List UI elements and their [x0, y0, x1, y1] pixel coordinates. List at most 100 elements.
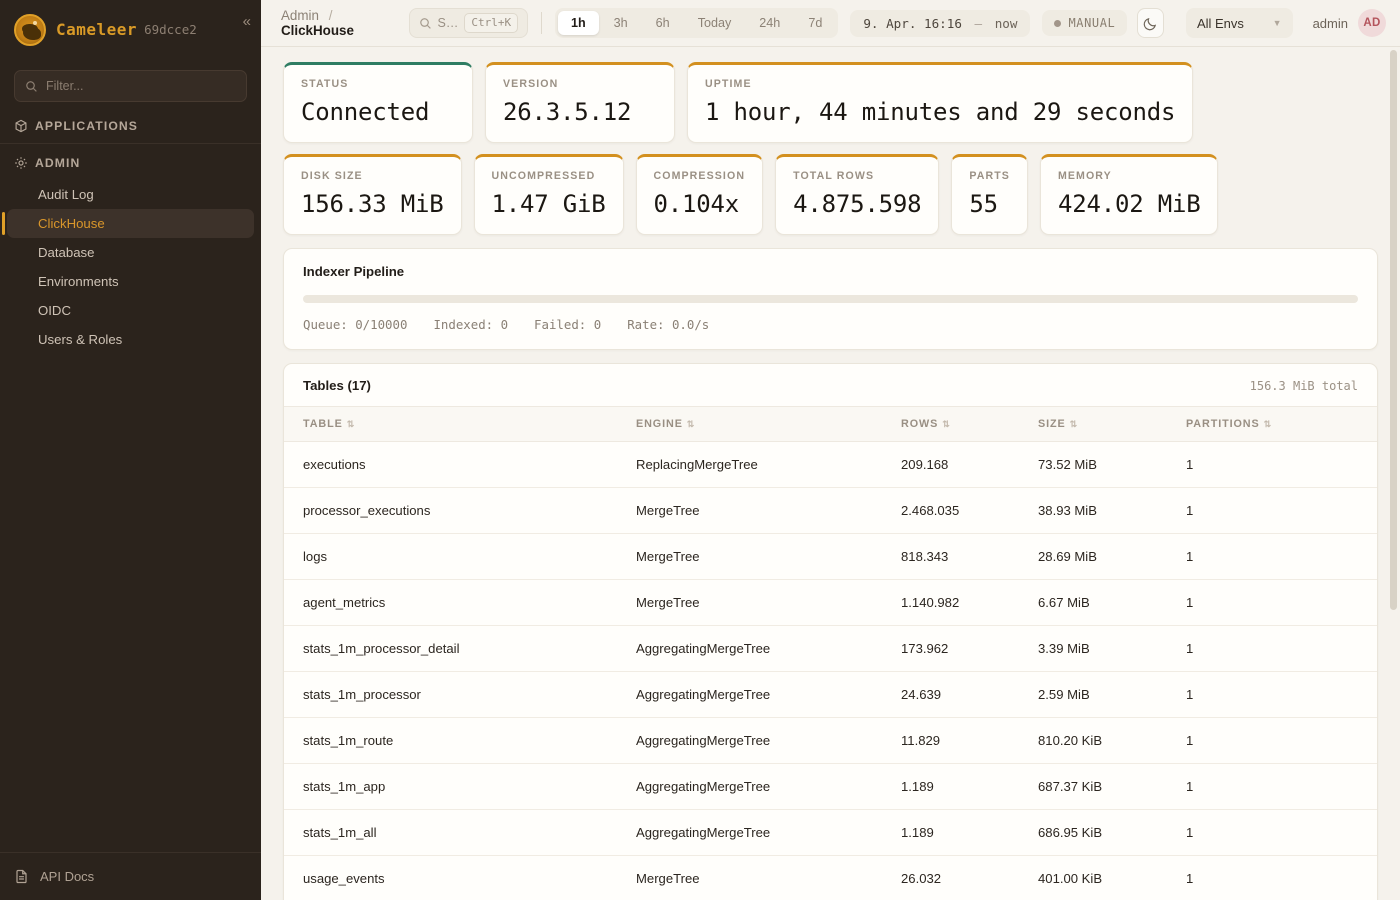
sidebar-group-label: ADMIN: [35, 156, 81, 170]
status-dot-icon: [1054, 19, 1062, 27]
column-header-table[interactable]: TABLE ⇅: [284, 406, 636, 442]
stat-label: UPTIME: [705, 78, 752, 90]
absolute-range-display[interactable]: 9. Apr. 16:16 — now: [850, 9, 1031, 37]
sidebar: Cameleer 69dcce2 « Filter... APPLICATION…: [0, 0, 261, 900]
indexer-queue: Queue: 0/10000: [303, 317, 408, 332]
sidebar-item-clickhouse[interactable]: ClickHouse: [2, 209, 254, 238]
cell-engine: AggregatingMergeTree: [636, 625, 901, 672]
indexer-rate: Rate: 0.0/s: [627, 317, 710, 332]
gear-icon: [14, 156, 28, 170]
stat-value: Connected: [301, 98, 430, 126]
global-search-input[interactable]: S… Ctrl+K: [408, 8, 529, 38]
range-24h[interactable]: 24h: [759, 16, 781, 30]
cell-table: stats_1m_route: [284, 717, 636, 764]
stat-card-memory: MEMORY 424.02 MiB: [1039, 154, 1219, 235]
cell-engine: MergeTree: [636, 579, 901, 626]
sidebar-filter-wrap: Filter...: [0, 59, 261, 108]
cell-rows: 209.168: [901, 441, 1038, 488]
sidebar-item-audit-log[interactable]: Audit Log: [7, 180, 254, 209]
tables-total-size: 156.3 MiB total: [1249, 378, 1358, 393]
cell-size: 687.37 KiB: [1038, 763, 1186, 810]
stat-value: 156.33 MiB: [301, 190, 444, 218]
range-1h[interactable]: 1h: [557, 11, 599, 35]
cell-table: stats_1m_all: [284, 809, 636, 856]
cell-table: usage_events: [284, 855, 636, 900]
stat-label: MEMORY: [1057, 170, 1112, 182]
stat-label: STATUS: [301, 78, 349, 90]
stat-card-compression: COMPRESSION 0.104x: [635, 154, 764, 235]
tables-body: executions ReplacingMergeTree 209.168 73…: [284, 441, 1377, 900]
tables-panel-title: Tables (17): [303, 378, 371, 393]
cell-partitions: 1: [1186, 533, 1377, 580]
cell-engine: AggregatingMergeTree: [636, 717, 901, 764]
cell-rows: 26.032: [901, 855, 1038, 900]
cell-partitions: 1: [1186, 671, 1377, 718]
range-6h[interactable]: 6h: [655, 16, 670, 30]
table-row[interactable]: logs MergeTree 818.343 28.69 MiB 1: [284, 533, 1377, 580]
sidebar-filter-input[interactable]: Filter...: [14, 70, 247, 102]
stat-card-disk-size: DISK SIZE 156.33 MiB: [283, 154, 462, 235]
cell-size: 38.93 MiB: [1038, 487, 1186, 534]
cell-engine: AggregatingMergeTree: [636, 671, 901, 718]
breadcrumb-current: ClickHouse: [281, 23, 354, 38]
range-3h[interactable]: 3h: [613, 16, 628, 30]
sidebar-item-users-and-roles[interactable]: Users & Roles: [7, 325, 254, 354]
cell-table: agent_metrics: [284, 579, 636, 626]
avatar: AD: [1358, 9, 1386, 37]
sidebar-item-label: OIDC: [38, 303, 71, 318]
sidebar-item-environments[interactable]: Environments: [7, 267, 254, 296]
topbar: Admin / ClickHouse S… Ctrl+K 1h 3h 6h To…: [261, 0, 1400, 47]
table-row[interactable]: usage_events MergeTree 26.032 401.00 KiB…: [284, 855, 1377, 900]
user-menu[interactable]: admin AD: [1313, 9, 1386, 37]
cell-partitions: 1: [1186, 625, 1377, 672]
sidebar-collapse-icon[interactable]: «: [242, 13, 251, 30]
theme-toggle-button[interactable]: [1137, 8, 1164, 38]
stats-row-primary: STATUS Connected VERSION 26.3.5.12 UPTIM…: [283, 62, 1378, 143]
range-7d[interactable]: 7d: [808, 16, 823, 30]
tables-panel: Tables (17) 156.3 MiB total TABLE ⇅ ENGIN…: [283, 363, 1378, 900]
sidebar-group-admin[interactable]: ADMIN: [0, 143, 261, 180]
refresh-mode-badge[interactable]: MANUAL: [1042, 10, 1128, 36]
cell-rows: 1.189: [901, 763, 1038, 810]
table-row[interactable]: stats_1m_app AggregatingMergeTree 1.189 …: [284, 763, 1377, 810]
column-header-size[interactable]: SIZE ⇅: [1038, 406, 1186, 442]
indexer-failed: Failed: 0: [534, 317, 602, 332]
sidebar-item-oidc[interactable]: OIDC: [7, 296, 254, 325]
tables-list: TABLE ⇅ ENGINE ⇅ ROWS ⇅ SIZE ⇅ PARTITIONS ⇅ e…: [284, 406, 1377, 900]
sort-icon: ⇅: [346, 419, 356, 429]
cell-table: stats_1m_app: [284, 763, 636, 810]
brand-name: Cameleer: [56, 20, 138, 39]
table-row[interactable]: agent_metrics MergeTree 1.140.982 6.67 M…: [284, 579, 1377, 626]
table-row[interactable]: stats_1m_processor_detail AggregatingMer…: [284, 625, 1377, 672]
environment-selector[interactable]: All Envs ▼: [1185, 8, 1293, 38]
table-row[interactable]: processor_executions MergeTree 2.468.035…: [284, 487, 1377, 534]
sidebar-item-label: Audit Log: [38, 187, 94, 202]
column-label: ROWS: [901, 418, 939, 430]
column-label: TABLE: [303, 418, 343, 430]
sort-icon: ⇅: [1263, 419, 1273, 429]
column-header-rows[interactable]: ROWS ⇅: [901, 406, 1038, 442]
cell-rows: 1.189: [901, 809, 1038, 856]
column-header-engine[interactable]: ENGINE ⇅: [636, 406, 901, 442]
sidebar-item-database[interactable]: Database: [7, 238, 254, 267]
cell-size: 3.39 MiB: [1038, 625, 1186, 672]
global-search-text: S…: [437, 16, 459, 30]
cell-engine: AggregatingMergeTree: [636, 809, 901, 856]
stats-row-secondary: DISK SIZE 156.33 MiB UNCOMPRESSED 1.47 G…: [283, 154, 1378, 235]
table-row[interactable]: executions ReplacingMergeTree 209.168 73…: [284, 441, 1377, 488]
table-row[interactable]: stats_1m_processor AggregatingMergeTree …: [284, 671, 1377, 718]
range-today[interactable]: Today: [697, 16, 732, 30]
cell-size: 401.00 KiB: [1038, 855, 1186, 900]
table-row[interactable]: stats_1m_route AggregatingMergeTree 11.8…: [284, 717, 1377, 764]
column-label: ENGINE: [636, 418, 683, 430]
range-to: now: [994, 15, 1018, 31]
column-header-partitions[interactable]: PARTITIONS ⇅: [1186, 406, 1377, 442]
vertical-scrollbar-thumb[interactable]: [1390, 50, 1397, 610]
breadcrumb-separator: /: [328, 8, 333, 23]
table-row[interactable]: stats_1m_all AggregatingMergeTree 1.189 …: [284, 809, 1377, 856]
sidebar-api-docs-link[interactable]: API Docs: [0, 852, 261, 900]
sidebar-group-applications[interactable]: APPLICATIONS: [0, 108, 261, 143]
column-label: PARTITIONS: [1186, 418, 1260, 430]
breadcrumb-root[interactable]: Admin: [281, 8, 319, 23]
